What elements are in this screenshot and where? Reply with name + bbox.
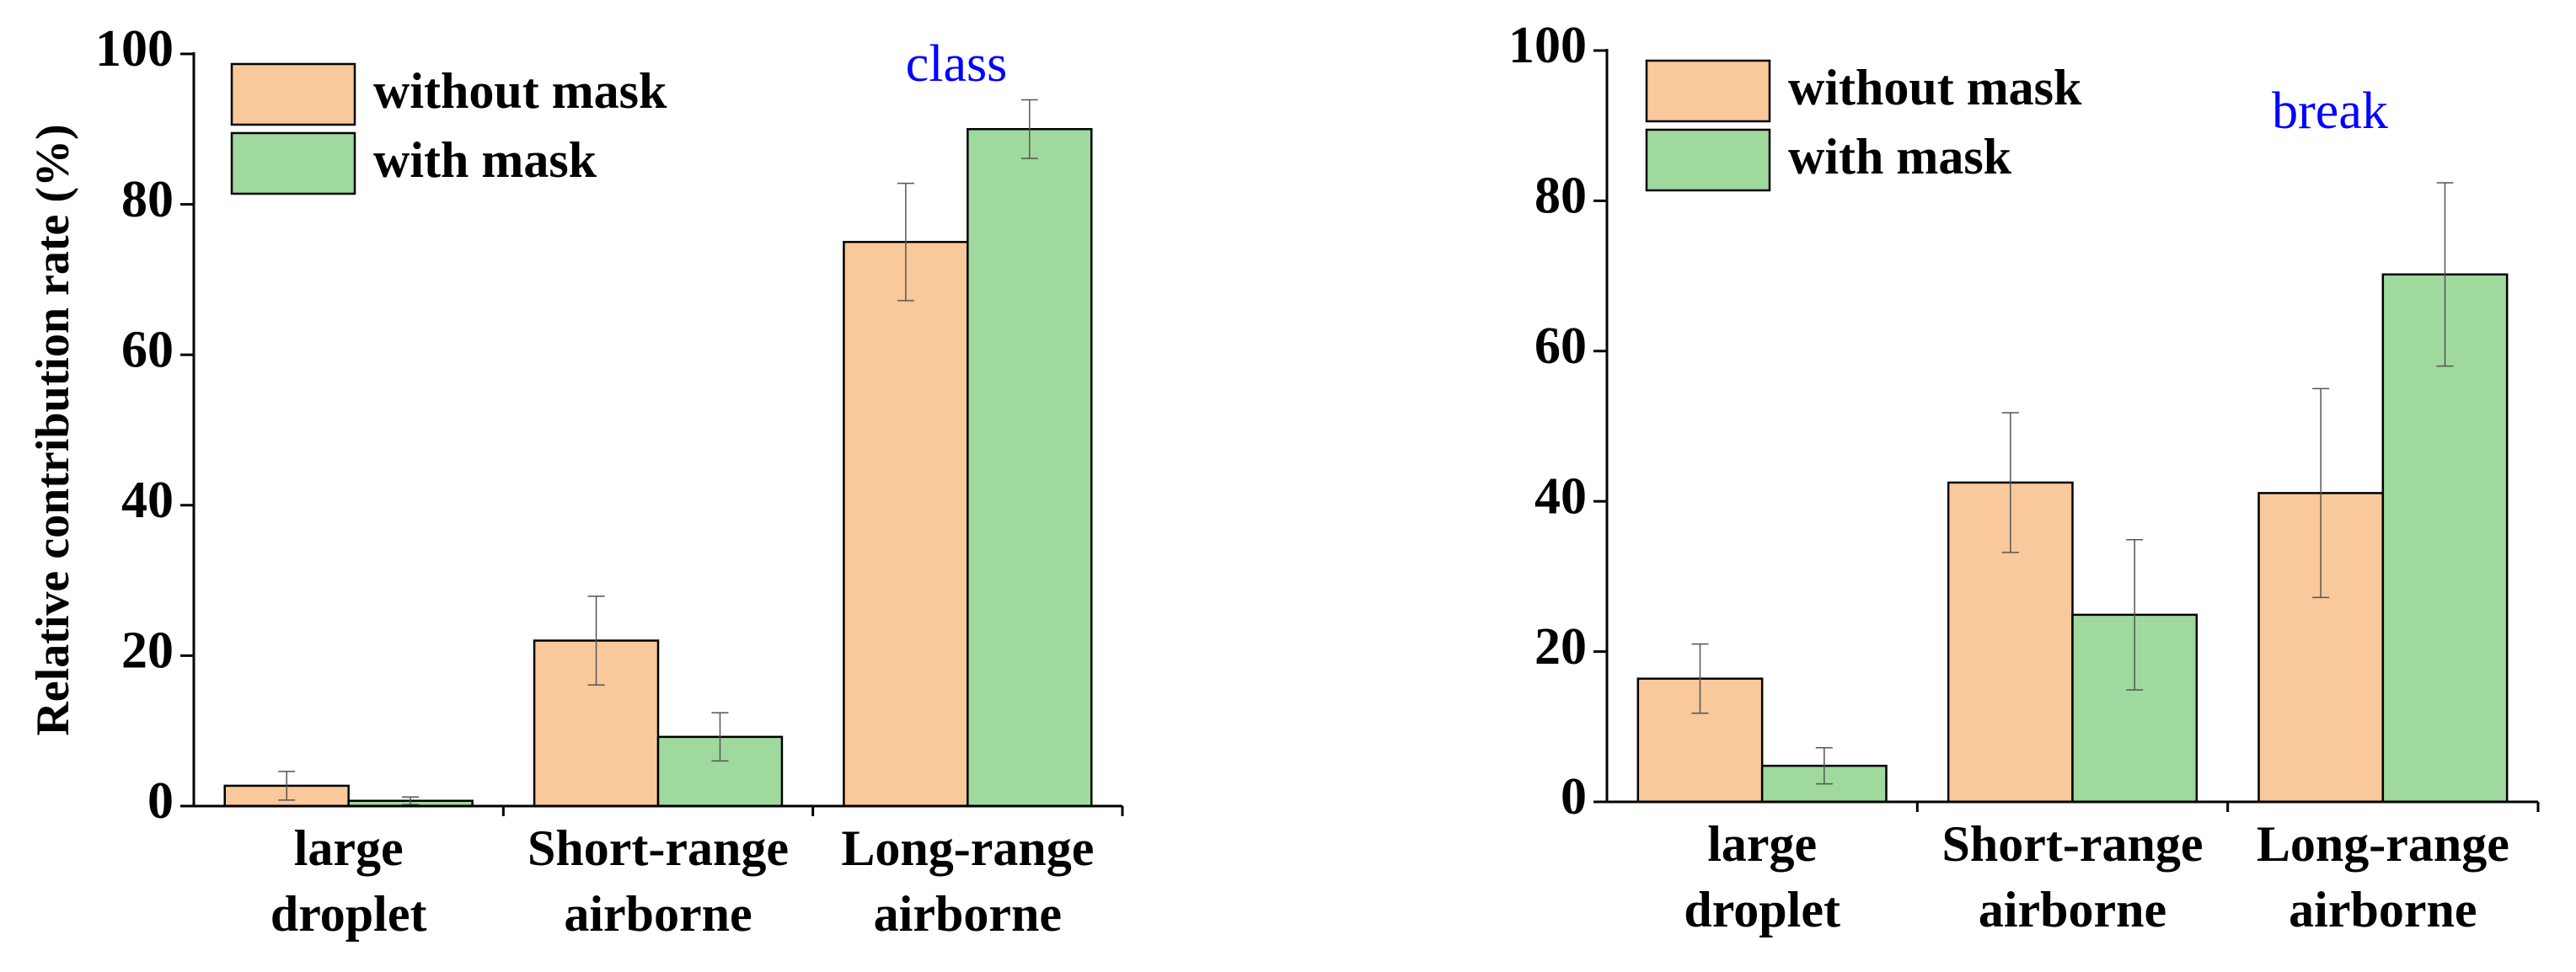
x-tick-label: Long-range <box>841 820 1094 876</box>
legend-label: without mask <box>1788 60 2082 115</box>
error-bar <box>2001 412 2019 553</box>
annotation: class <box>906 35 1008 93</box>
legend-label: without mask <box>373 63 667 119</box>
error-bar <box>2436 182 2454 367</box>
error-bar <box>897 182 914 302</box>
y-tick-label: 100 <box>95 20 174 77</box>
x-tick-label: airborne <box>2289 882 2477 937</box>
legend-swatch <box>230 131 356 195</box>
y-tick-label: 20 <box>121 622 174 680</box>
y-tick-label: 40 <box>1534 467 1587 525</box>
x-tick-label: Short-range <box>528 820 789 876</box>
y-axis-label: Relative contribution rate (%) <box>27 124 79 735</box>
x-tick-label: airborne <box>564 886 752 942</box>
x-tick-label: large <box>1707 816 1817 872</box>
x-tick-label: Long-range <box>2257 816 2509 872</box>
error-bar <box>711 712 729 762</box>
y-tick-label: 20 <box>1534 618 1587 676</box>
error-bar <box>402 796 420 805</box>
error-bar <box>278 771 296 801</box>
error-bar <box>1020 99 1038 159</box>
x-tick-label: droplet <box>1684 882 1840 937</box>
y-tick-label: 80 <box>1534 168 1587 225</box>
bar <box>967 128 1093 808</box>
x-tick-label: large <box>294 820 404 876</box>
error-bar <box>2126 538 2144 691</box>
legend-swatch <box>1645 128 1771 192</box>
y-tick-label: 0 <box>147 772 174 830</box>
error-bar <box>587 595 605 686</box>
legend-swatch <box>230 62 356 126</box>
error-bar <box>2312 387 2330 599</box>
y-tick-label: 60 <box>1534 318 1587 375</box>
legend-swatch <box>1645 59 1771 123</box>
y-tick-label: 100 <box>1508 17 1587 74</box>
y-tick-label: 60 <box>121 321 174 378</box>
error-bar <box>1691 643 1709 714</box>
x-tick-label: airborne <box>1979 882 2166 937</box>
bar <box>843 241 969 808</box>
x-tick-label: airborne <box>874 886 1062 942</box>
legend-label: with mask <box>1788 129 2012 184</box>
error-bar <box>1815 747 1833 785</box>
x-tick-label: Short-range <box>1942 816 2204 872</box>
annotation: break <box>2272 83 2388 140</box>
y-tick-label: 80 <box>121 171 174 228</box>
x-tick-label: droplet <box>270 886 427 942</box>
y-tick-label: 0 <box>1561 768 1587 825</box>
y-tick-label: 40 <box>121 472 174 529</box>
legend-label: with mask <box>373 132 597 188</box>
